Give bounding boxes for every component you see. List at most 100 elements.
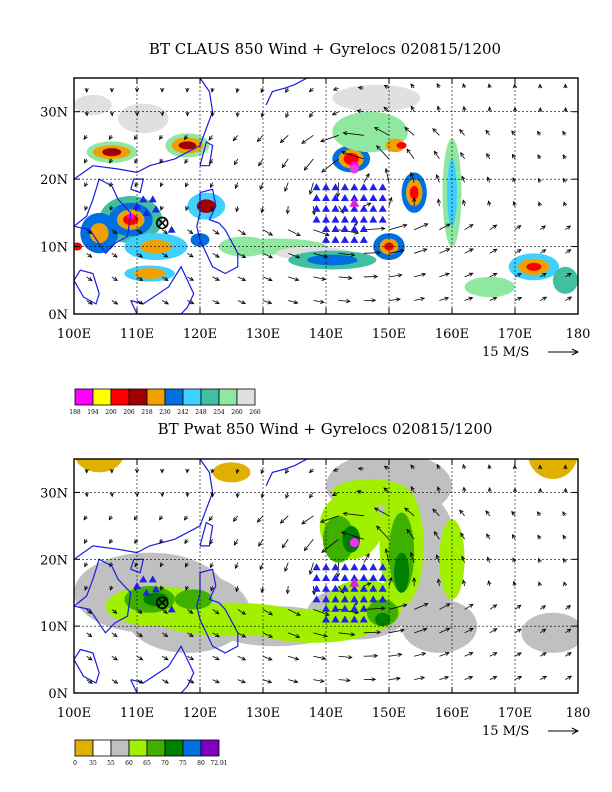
wind-vector-head — [512, 106, 518, 112]
wind-vector-head — [311, 590, 316, 596]
wind-vector — [436, 174, 440, 183]
gyre-location-triangle — [340, 183, 349, 191]
wind-vector-head — [308, 190, 313, 195]
colorbar-swatch — [164, 388, 184, 406]
wind-vector — [111, 252, 118, 258]
wind-vector — [565, 249, 571, 254]
wind-vector-head — [517, 273, 522, 278]
wind-vector — [287, 206, 289, 214]
wind-vector-head — [260, 469, 265, 475]
y-tick-label: 10N — [40, 620, 68, 635]
gyre-location-triangle — [322, 574, 330, 582]
gyre-location-triangle — [331, 204, 340, 212]
wind-vector-head — [444, 296, 450, 301]
wind-vector-head — [397, 652, 403, 657]
wind-vector — [338, 632, 355, 636]
gyre-location-triangle — [350, 235, 359, 243]
colorbar-swatch — [218, 388, 238, 406]
wind-vector-head — [295, 254, 301, 259]
wind-vector-head — [384, 548, 389, 553]
wind-vector — [136, 632, 143, 637]
wind-vector-head — [285, 209, 290, 215]
gyre-location-triangle — [331, 604, 340, 612]
wind-vector-head — [436, 82, 441, 88]
wind-vector — [288, 300, 298, 304]
wind-vector-head — [185, 586, 190, 592]
wind-vector-head — [234, 564, 239, 570]
reference-vector-label: 15 M/S — [482, 345, 529, 360]
wind-vector — [388, 224, 407, 231]
wind-vector — [187, 609, 193, 614]
wind-vector-head — [397, 273, 403, 278]
wind-vector-head — [433, 150, 439, 156]
wind-vector-head — [258, 542, 263, 547]
gyre-location-triangle — [133, 202, 141, 210]
colorbar-swatch — [74, 739, 94, 757]
wind-vector-head — [260, 88, 265, 94]
gyre-location-triangle — [151, 205, 160, 213]
wind-vector-head — [399, 628, 405, 633]
wind-vector — [437, 199, 440, 207]
gyre-location-triangle — [312, 595, 321, 603]
field-contour — [385, 138, 405, 153]
wind-vector-head — [445, 272, 450, 277]
wind-vector — [162, 679, 169, 684]
wind-vector-head — [160, 492, 165, 498]
wind-vector-head — [138, 253, 143, 258]
wind-vector-head — [133, 135, 139, 140]
y-tick-label: 20N — [40, 553, 68, 568]
wind-vector-head — [376, 525, 381, 531]
wind-vector — [313, 632, 328, 637]
wind-vector — [161, 229, 168, 234]
wind-vector — [376, 525, 390, 540]
gyre-location-triangle — [340, 225, 349, 233]
wind-vector — [514, 273, 522, 278]
wind-vector — [287, 585, 289, 594]
wind-vector-head — [188, 253, 194, 258]
wind-vector-head — [215, 656, 220, 661]
wind-vector-head — [159, 585, 164, 591]
wind-vector-head — [296, 232, 301, 236]
wind-vector-head — [88, 300, 93, 305]
wind-vector — [414, 223, 428, 231]
wind-vector — [208, 135, 213, 141]
gyre-location-triangle — [350, 194, 359, 202]
field-contour — [464, 276, 515, 298]
field-contour — [322, 515, 355, 563]
wind-vector-head — [235, 587, 240, 593]
wind-vector — [309, 111, 314, 118]
wind-vector-head — [468, 603, 474, 608]
wind-vector-head — [185, 492, 190, 498]
wind-vector-head — [517, 296, 523, 301]
wind-vector-head — [409, 171, 414, 177]
wind-vector-head — [88, 679, 93, 684]
wind-vector-head — [383, 106, 388, 112]
wind-vector-head — [189, 300, 195, 305]
wind-vector-head — [241, 300, 246, 305]
gyre-center-triangle — [349, 577, 360, 587]
wind-vector-head — [267, 679, 273, 684]
gyre-location-triangle — [312, 204, 321, 212]
wind-vector — [385, 548, 390, 563]
wind-vector-head — [163, 632, 169, 638]
colorbar-label: 200 — [105, 409, 117, 416]
gyre-location-triangle — [378, 563, 387, 571]
wind-vector — [309, 182, 314, 195]
y-tick-label: 20N — [40, 173, 68, 188]
wind-vector — [489, 628, 498, 634]
colorbar-label: 206 — [123, 409, 135, 416]
wind-vector — [540, 296, 547, 301]
wind-vector — [111, 300, 118, 305]
gyre-location-triangle — [322, 615, 330, 623]
wind-vector — [309, 492, 314, 498]
wind-vector-head — [383, 487, 388, 492]
coastline — [265, 459, 308, 486]
wind-vector — [485, 130, 491, 136]
wind-vector-head — [538, 107, 543, 112]
wind-vector — [388, 629, 405, 634]
reference-vector-head — [571, 348, 580, 356]
wind-vector — [414, 273, 426, 278]
y-tick-label: 30N — [40, 486, 68, 501]
wind-vector-head — [445, 223, 451, 228]
wind-vector-head — [183, 515, 189, 521]
